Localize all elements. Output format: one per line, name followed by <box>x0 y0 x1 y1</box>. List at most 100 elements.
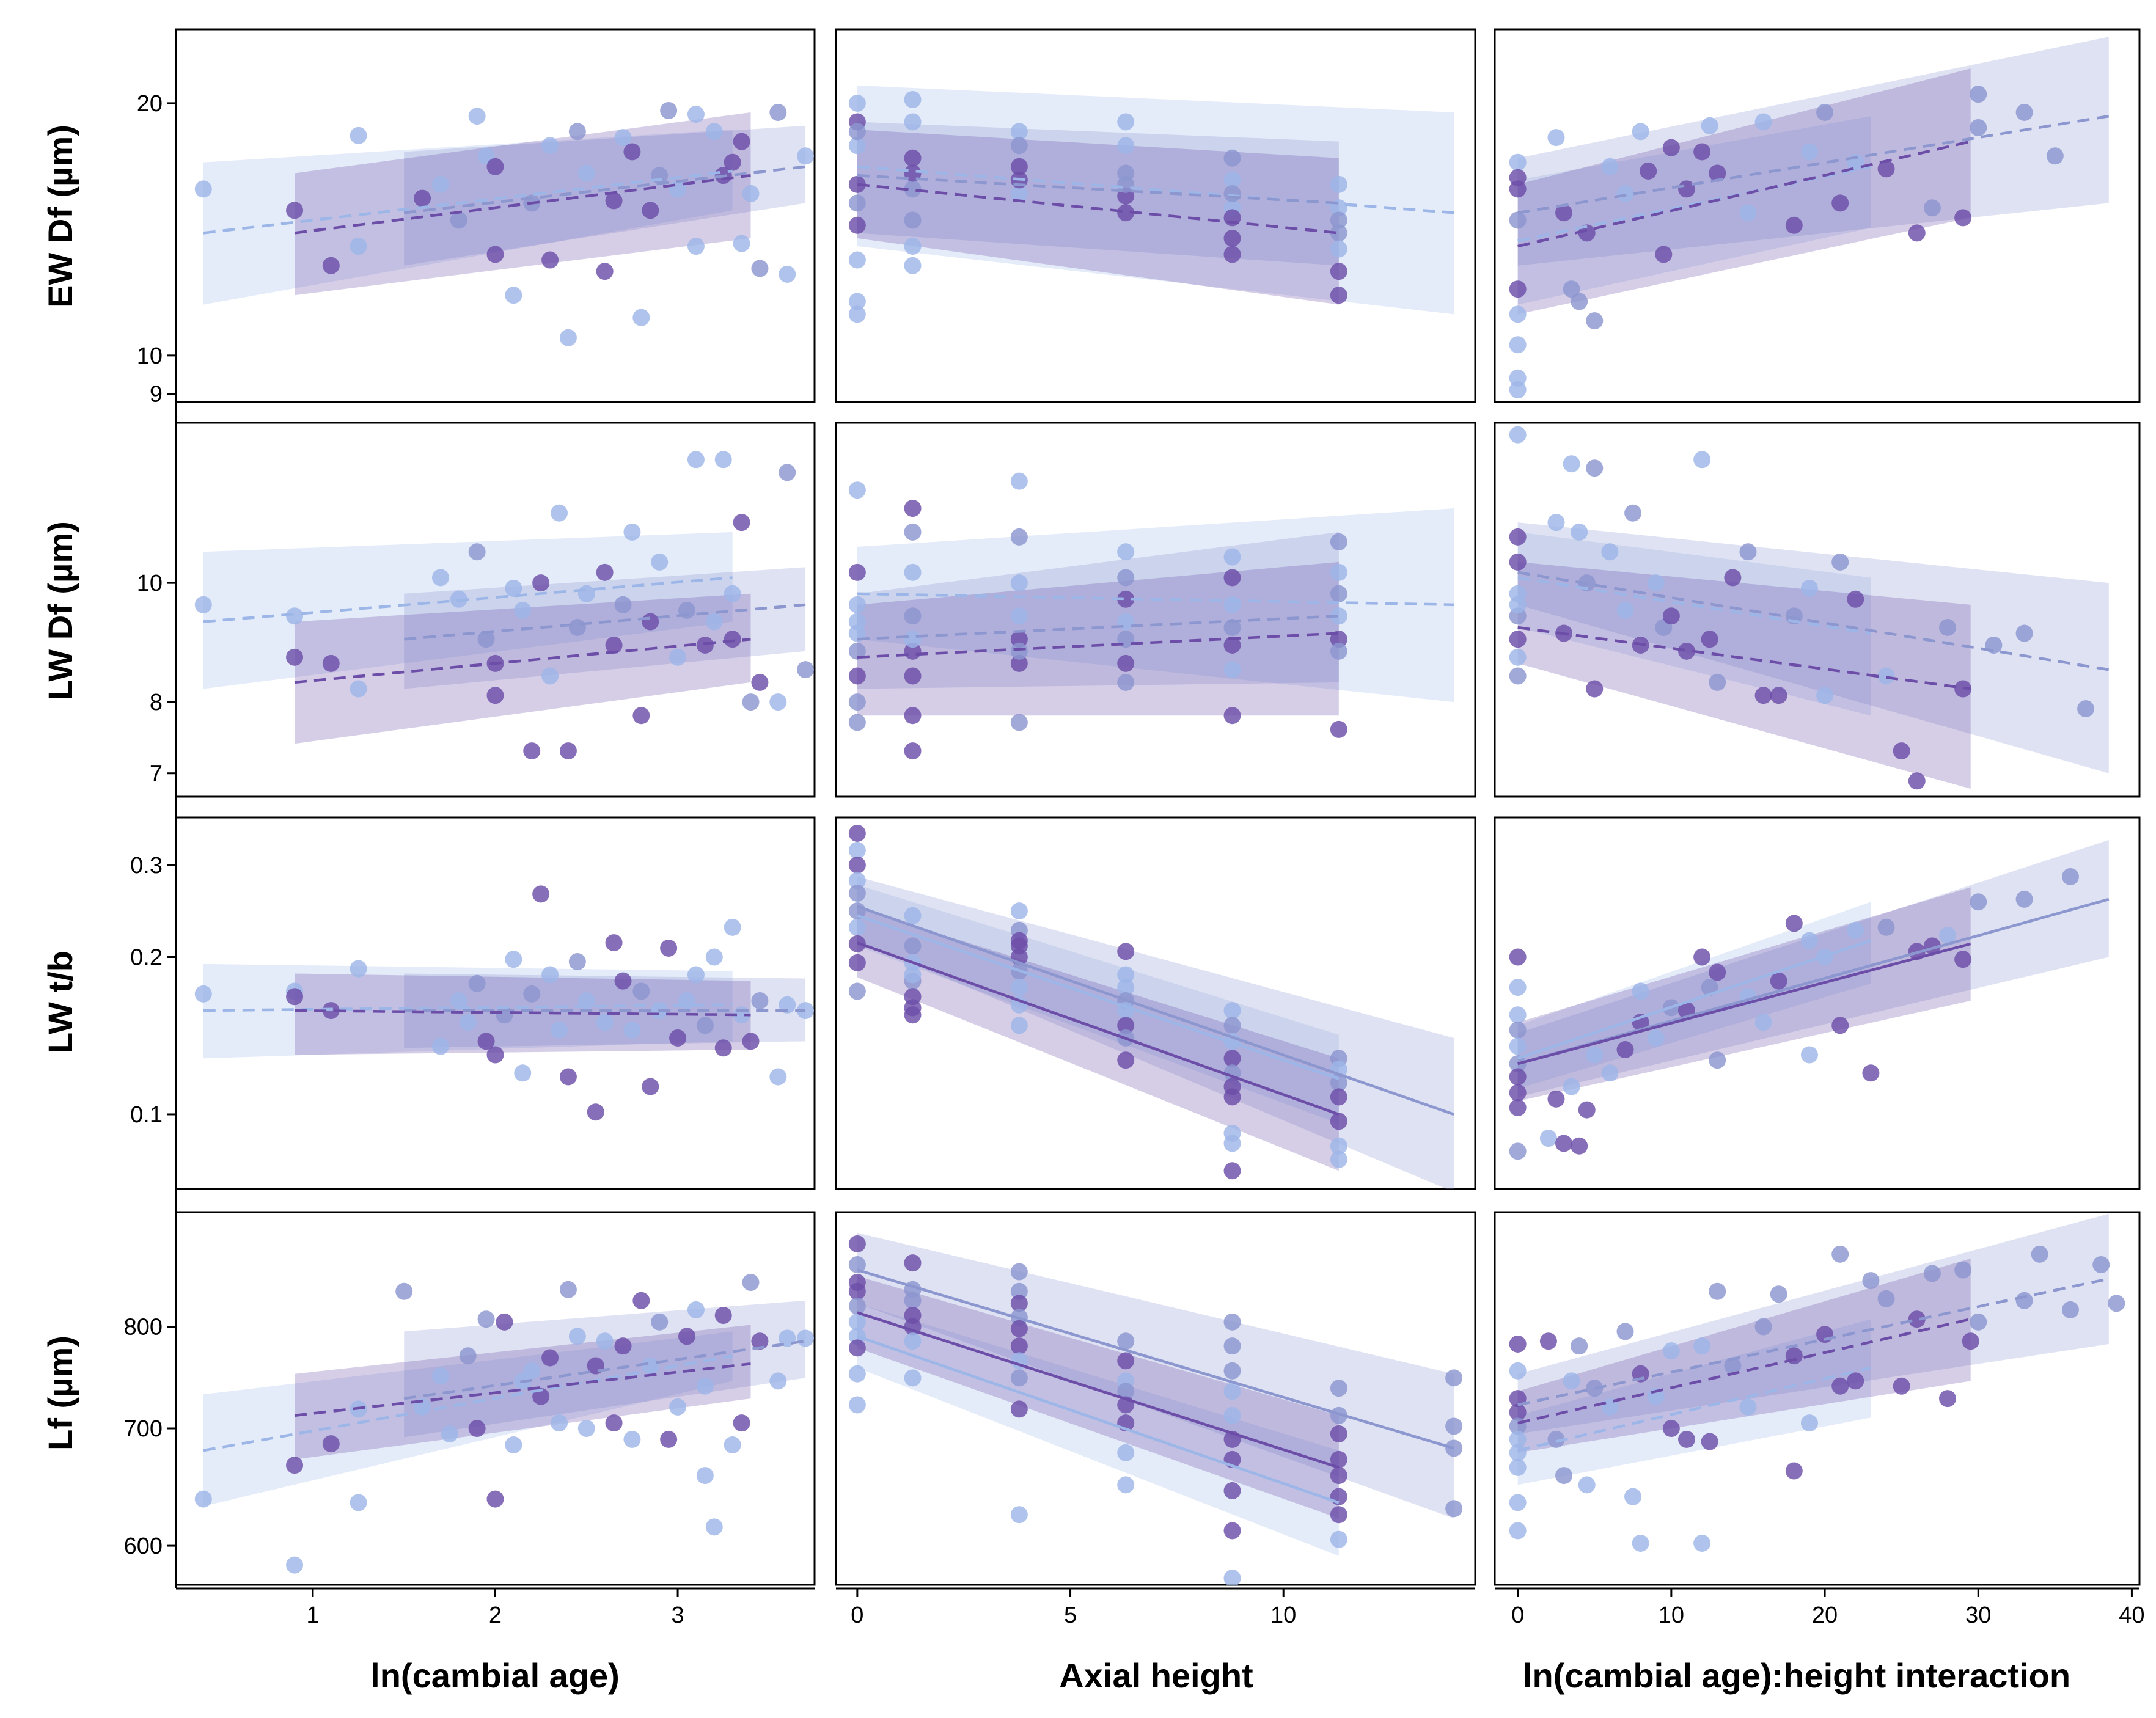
data-point-medium <box>1223 1017 1241 1034</box>
data-point-light <box>614 129 632 147</box>
data-point-medium <box>2031 1245 2048 1263</box>
data-point-dark <box>1117 590 1135 608</box>
data-point-dark <box>1117 1352 1135 1370</box>
panel-3-2: 0 10 20 30 40 <box>1494 1211 2145 1628</box>
panel-frame <box>1494 1211 2141 1586</box>
data-point-dark <box>587 1103 604 1121</box>
data-point-dark <box>733 1414 750 1432</box>
fit-line-light <box>857 914 1340 1080</box>
panel-frame <box>175 28 816 403</box>
data-point-dark <box>660 1430 678 1448</box>
data-point-dark <box>1678 1430 1695 1448</box>
data-point-medium <box>1010 1369 1028 1387</box>
data-point-light <box>1010 123 1028 141</box>
confidence-band-light <box>1517 1319 1871 1485</box>
data-point-medium <box>1010 1263 1028 1281</box>
data-point-medium <box>1709 673 1726 691</box>
data-point-dark <box>733 133 750 150</box>
data-point-light <box>848 1365 866 1383</box>
data-point-medium <box>614 596 632 613</box>
data-point-light <box>904 1332 922 1350</box>
confidence-band-light <box>857 85 1454 315</box>
data-point-light <box>1647 574 1665 592</box>
plot-area <box>848 85 1454 323</box>
data-point-light <box>1330 1530 1348 1548</box>
data-point-dark <box>1010 1295 1028 1312</box>
data-point-dark <box>1785 1462 1803 1480</box>
data-point-light <box>1330 175 1348 193</box>
data-point-light <box>350 680 367 698</box>
data-point-medium <box>1832 1245 1849 1263</box>
data-point-dark <box>1509 528 1527 546</box>
data-point-dark <box>1330 287 1348 304</box>
panel-1-2 <box>1494 422 2141 798</box>
y-tick-label: 9 <box>150 382 163 408</box>
data-point-dark <box>1770 972 1788 990</box>
data-point-light <box>848 305 866 323</box>
data-point-dark <box>1555 204 1573 222</box>
data-point-light <box>1563 1372 1580 1390</box>
data-point-medium <box>1586 459 1604 477</box>
data-point-dark <box>1330 1088 1348 1106</box>
data-point-medium <box>1616 1323 1634 1340</box>
data-point-light <box>350 126 367 144</box>
confidence-band-medium <box>857 876 1454 1189</box>
data-point-light <box>904 1369 922 1387</box>
data-point-light <box>194 180 212 198</box>
data-point-dark <box>1509 180 1527 198</box>
data-point-light <box>1509 1037 1527 1055</box>
data-point-light <box>1755 113 1772 131</box>
data-point-medium <box>848 1297 866 1315</box>
data-point-dark <box>848 1339 866 1357</box>
data-point-medium <box>1330 585 1348 602</box>
data-point-dark <box>1117 1017 1135 1034</box>
data-point-dark <box>632 707 650 725</box>
data-point-light <box>1800 143 1818 161</box>
plot-area <box>194 1274 815 1574</box>
data-point-medium <box>848 123 866 141</box>
data-point-light <box>1117 137 1135 155</box>
data-point-dark <box>1509 1084 1527 1102</box>
data-point-medium <box>1117 175 1135 193</box>
data-point-dark <box>1755 687 1772 704</box>
data-point-dark <box>1847 1372 1865 1390</box>
data-point-dark <box>632 1292 650 1309</box>
data-point-medium <box>848 714 866 731</box>
data-point-dark <box>1578 1101 1596 1119</box>
data-point-light <box>1624 1488 1642 1505</box>
confidence-band-light <box>857 885 1339 1124</box>
x-tick-label: 10 <box>1270 1603 1296 1628</box>
data-point-light <box>1939 927 1957 945</box>
plot-area <box>1509 839 2110 1160</box>
fit-line-dark <box>295 1009 751 1017</box>
data-point-light <box>568 1328 586 1345</box>
data-point-medium <box>1010 714 1028 731</box>
data-point-light <box>1509 1006 1527 1024</box>
data-point-medium <box>660 101 678 119</box>
data-point-dark <box>1117 943 1135 960</box>
data-point-dark <box>559 1068 577 1086</box>
data-point-dark <box>904 707 922 725</box>
data-point-dark <box>1640 162 1657 180</box>
confidence-band-dark <box>1517 68 1971 315</box>
x-axis-title-cambial-age: ln(cambial age) <box>370 1656 620 1695</box>
data-point-light <box>459 1014 477 1031</box>
data-point-dark <box>1578 224 1596 242</box>
data-point-dark <box>1509 280 1527 298</box>
data-point-dark <box>1693 143 1711 161</box>
data-point-medium <box>1223 1362 1241 1380</box>
data-point-medium <box>477 631 495 648</box>
data-point-light <box>1117 543 1135 561</box>
data-point-medium <box>1223 185 1241 202</box>
data-point-light <box>696 1377 714 1395</box>
data-point-dark <box>1117 1051 1135 1069</box>
data-point-light <box>514 1064 532 1082</box>
data-point-light <box>1800 579 1818 597</box>
data-point-light <box>1547 129 1565 147</box>
data-point-light <box>1509 369 1527 387</box>
fit-line-medium <box>1517 114 2110 214</box>
data-point-light <box>724 918 741 936</box>
panel-2-0: 0.1 0.2 0.3 <box>130 816 816 1190</box>
data-point-medium <box>1223 149 1241 167</box>
data-point-dark <box>1586 680 1604 698</box>
